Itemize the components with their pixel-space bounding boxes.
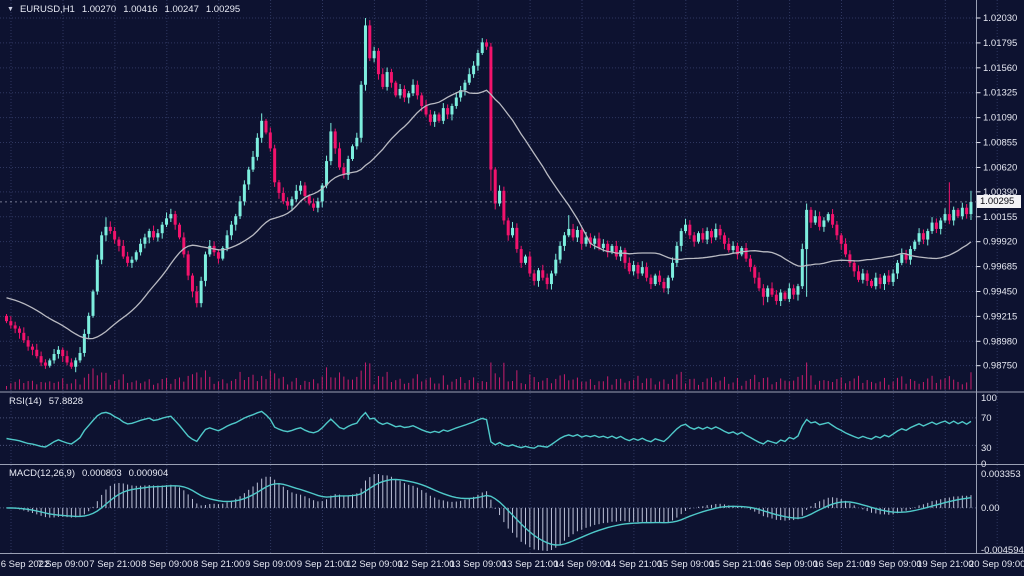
svg-text:100: 100 [981, 393, 997, 404]
macd-signal-line [6, 478, 972, 546]
svg-text:0.98750: 0.98750 [983, 361, 1017, 372]
svg-text:30: 30 [981, 443, 992, 454]
axis-labels: 1.02030 1.01795 1.01560 1.01325 1.01090 1.008… [1, 13, 1024, 570]
svg-text:0.00: 0.00 [981, 503, 1000, 514]
svg-text:1.01795: 1.01795 [983, 38, 1017, 49]
macd-value-signal: 0.000904 [128, 468, 169, 479]
svg-text:12 Sep 21:00: 12 Sep 21:00 [398, 559, 455, 570]
svg-text:0.99215: 0.99215 [983, 311, 1017, 322]
svg-text:16 Sep 09:00: 16 Sep 09:00 [761, 559, 818, 570]
svg-text:16 Sep 21:00: 16 Sep 21:00 [813, 559, 870, 570]
quote-low: 1.00247 [164, 4, 199, 15]
svg-text:15 Sep 21:00: 15 Sep 21:00 [709, 559, 766, 570]
chart-header: ▼ EURUSD,H1 1.00270 1.00416 1.00247 1.00… [7, 4, 240, 15]
svg-text:13 Sep 21:00: 13 Sep 21:00 [502, 559, 559, 570]
svg-text:1.01325: 1.01325 [983, 88, 1017, 99]
rsi-value: 57.8828 [48, 396, 84, 407]
svg-text:0.003353: 0.003353 [981, 469, 1021, 480]
quote-close: 1.00295 [205, 4, 241, 15]
svg-text:70: 70 [981, 413, 992, 424]
symbol-dropdown-icon[interactable]: ▼ [7, 6, 14, 13]
svg-text:-0.004594: -0.004594 [981, 545, 1024, 556]
svg-text:13 Sep 09:00: 13 Sep 09:00 [450, 559, 507, 570]
macd-layer [0, 474, 976, 551]
svg-text:20 Sep 09:00: 20 Sep 09:00 [969, 559, 1024, 570]
svg-text:1.00620: 1.00620 [983, 162, 1017, 173]
rsi-line [6, 410, 972, 449]
svg-text:1.00390: 1.00390 [983, 187, 1017, 198]
ma-layer [6, 89, 972, 340]
svg-text:12 Sep 09:00: 12 Sep 09:00 [346, 559, 403, 570]
rsi-indicator-label: RSI(14) 57.8828 [9, 396, 83, 407]
svg-text:8 Sep 09:00: 8 Sep 09:00 [141, 559, 192, 570]
svg-text:8 Sep 21:00: 8 Sep 21:00 [193, 559, 244, 570]
svg-text:9 Sep 09:00: 9 Sep 09:00 [245, 559, 296, 570]
svg-text:1.02030: 1.02030 [983, 13, 1017, 24]
svg-text:14 Sep 09:00: 14 Sep 09:00 [554, 559, 611, 570]
svg-text:0.99685: 0.99685 [983, 262, 1017, 273]
macd-value-main: 0.000803 [82, 468, 122, 479]
svg-text:19 Sep 09:00: 19 Sep 09:00 [865, 559, 922, 570]
svg-text:9 Sep 21:00: 9 Sep 21:00 [297, 559, 348, 570]
candles-layer [5, 18, 973, 373]
svg-text:1.00855: 1.00855 [983, 138, 1017, 149]
volume-layer [6, 362, 972, 390]
macd-indicator-label: MACD(12,26,9) 0.000803 0.000904 [9, 468, 168, 479]
svg-text:6 Sep 2022: 6 Sep 2022 [1, 559, 50, 570]
quote-high: 1.00416 [123, 4, 158, 15]
svg-text:0.99920: 0.99920 [983, 237, 1017, 248]
svg-text:1.00155: 1.00155 [983, 212, 1017, 223]
symbol-timeframe-label: EURUSD,H1 [19, 4, 75, 15]
svg-text:15 Sep 09:00: 15 Sep 09:00 [658, 559, 715, 570]
svg-text:14 Sep 21:00: 14 Sep 21:00 [606, 559, 663, 570]
current-price-tag: 1.00295 [977, 195, 1021, 208]
moving-average-line [6, 89, 972, 340]
svg-text:0.98980: 0.98980 [983, 336, 1017, 347]
svg-text:1.01560: 1.01560 [983, 63, 1017, 74]
svg-text:0: 0 [981, 459, 986, 470]
macd-name: MACD(12,26,9) [9, 468, 75, 479]
rsi-name: RSI(14) [9, 396, 42, 407]
svg-text:1.01090: 1.01090 [983, 113, 1017, 124]
rsi-layer [6, 410, 972, 449]
grid-layer [0, 0, 998, 554]
svg-text:7 Sep 09:00: 7 Sep 09:00 [37, 559, 88, 570]
svg-text:7 Sep 21:00: 7 Sep 21:00 [89, 559, 140, 570]
svg-text:0.99450: 0.99450 [983, 286, 1017, 297]
quote-open: 1.00270 [81, 4, 117, 15]
svg-text:19 Sep 21:00: 19 Sep 21:00 [917, 559, 974, 570]
